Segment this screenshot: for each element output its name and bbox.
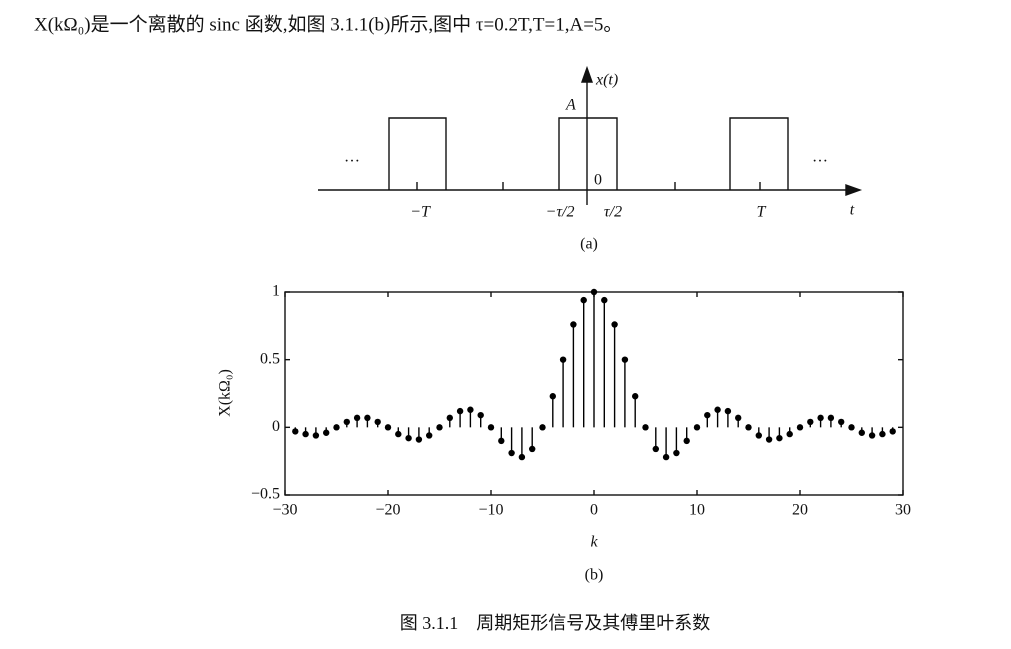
stem-marker bbox=[570, 321, 577, 328]
stem-marker bbox=[436, 424, 443, 431]
stem-marker bbox=[487, 424, 495, 431]
stem-marker bbox=[807, 418, 814, 426]
stem-marker bbox=[817, 414, 824, 422]
stem-marker bbox=[724, 407, 732, 415]
arrow bbox=[845, 184, 863, 196]
x-tick-label: −10 bbox=[478, 502, 503, 519]
caption: 图 3.1.1 周期矩形信号及其傅里叶系数 bbox=[400, 613, 711, 633]
label: x(t) bbox=[595, 72, 618, 89]
stem-marker bbox=[868, 432, 876, 439]
stem-marker bbox=[735, 414, 742, 422]
stem-marker bbox=[621, 356, 629, 363]
stem-marker bbox=[353, 414, 361, 422]
stem-marker bbox=[456, 407, 464, 415]
arrow bbox=[581, 65, 593, 83]
stem-marker bbox=[745, 424, 752, 431]
label: t bbox=[850, 202, 855, 219]
x-tick-label: 30 bbox=[895, 502, 911, 519]
stem-marker bbox=[539, 424, 546, 431]
pulse bbox=[729, 117, 789, 190]
stem-marker bbox=[786, 430, 793, 438]
stem-marker bbox=[838, 418, 845, 426]
label: A bbox=[565, 97, 576, 114]
stem-marker bbox=[508, 449, 515, 457]
stem-marker bbox=[714, 406, 721, 413]
stem-marker bbox=[642, 424, 649, 431]
stem-marker bbox=[889, 428, 896, 435]
stem-marker bbox=[652, 445, 659, 453]
stem-marker bbox=[415, 436, 423, 443]
x-tick-label: −20 bbox=[375, 502, 400, 519]
stem-marker bbox=[662, 453, 670, 461]
stem-marker bbox=[405, 434, 412, 442]
label: … bbox=[344, 149, 360, 166]
label: … bbox=[812, 149, 828, 166]
stem-marker bbox=[611, 321, 618, 328]
pulse bbox=[388, 117, 447, 190]
stem-marker bbox=[323, 429, 330, 436]
stem-marker bbox=[848, 424, 855, 431]
pulse bbox=[558, 117, 618, 190]
x-tick-label: 20 bbox=[792, 502, 808, 519]
stem-marker bbox=[446, 414, 453, 422]
stem-marker bbox=[673, 449, 680, 457]
stem-marker bbox=[395, 430, 402, 438]
stem-marker bbox=[426, 432, 433, 439]
x-tick-label: 0 bbox=[590, 502, 598, 519]
stem-marker bbox=[879, 430, 886, 438]
stem-marker bbox=[580, 296, 587, 304]
stem-marker bbox=[312, 432, 320, 439]
stem-marker bbox=[384, 424, 392, 431]
stem-marker bbox=[755, 432, 762, 439]
stem-marker bbox=[498, 437, 505, 445]
y-tick-label: 1 bbox=[272, 283, 280, 300]
stem-marker bbox=[704, 411, 711, 419]
label: −τ/2 bbox=[546, 204, 575, 221]
label: −T bbox=[410, 204, 431, 221]
label: T bbox=[757, 204, 767, 221]
x-axis-label: k bbox=[590, 534, 598, 551]
label: 0 bbox=[594, 172, 602, 189]
subtitle: (b) bbox=[585, 567, 604, 584]
stem-marker bbox=[796, 424, 804, 431]
stem-marker bbox=[693, 424, 701, 431]
body-text: X(kΩ₀)是一个离散的 sinc 函数,如图 3.1.1(b)所示,图中 τ=… bbox=[34, 13, 622, 35]
stem-marker bbox=[518, 453, 526, 461]
stem-marker bbox=[559, 356, 567, 363]
stem-marker bbox=[632, 393, 639, 400]
y-tick-label: 0.5 bbox=[260, 350, 280, 367]
stem-marker bbox=[827, 414, 835, 422]
y-axis-label: X(kΩ₀) bbox=[217, 369, 234, 417]
pulse-diagram bbox=[318, 65, 863, 205]
subtitle: (a) bbox=[580, 236, 598, 253]
stem-marker bbox=[765, 436, 773, 443]
stem-marker bbox=[343, 418, 350, 426]
x-tick-label: −30 bbox=[272, 502, 297, 519]
stem-marker bbox=[333, 424, 340, 431]
stem-marker bbox=[549, 393, 556, 400]
label: τ/2 bbox=[604, 204, 622, 221]
stem-marker bbox=[364, 414, 371, 422]
stem-marker bbox=[292, 428, 299, 435]
stem-marker bbox=[302, 430, 309, 438]
y-tick-label: 0 bbox=[272, 418, 280, 435]
stem-marker bbox=[590, 288, 598, 296]
stem-marker bbox=[374, 418, 381, 426]
stem-marker bbox=[467, 406, 474, 413]
stem-marker bbox=[529, 445, 536, 453]
x-tick-label: 10 bbox=[689, 502, 705, 519]
stem-marker bbox=[601, 296, 608, 304]
stem-marker bbox=[858, 429, 865, 436]
stem-marker bbox=[776, 434, 783, 442]
stem-marker bbox=[477, 411, 484, 419]
y-tick-label: −0.5 bbox=[251, 486, 280, 503]
stem-marker bbox=[683, 437, 690, 445]
